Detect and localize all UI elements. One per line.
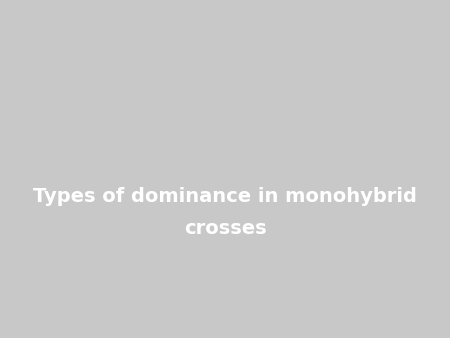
Text: Types of dominance in monohybrid: Types of dominance in monohybrid bbox=[33, 187, 417, 206]
Text: crosses: crosses bbox=[184, 219, 266, 238]
